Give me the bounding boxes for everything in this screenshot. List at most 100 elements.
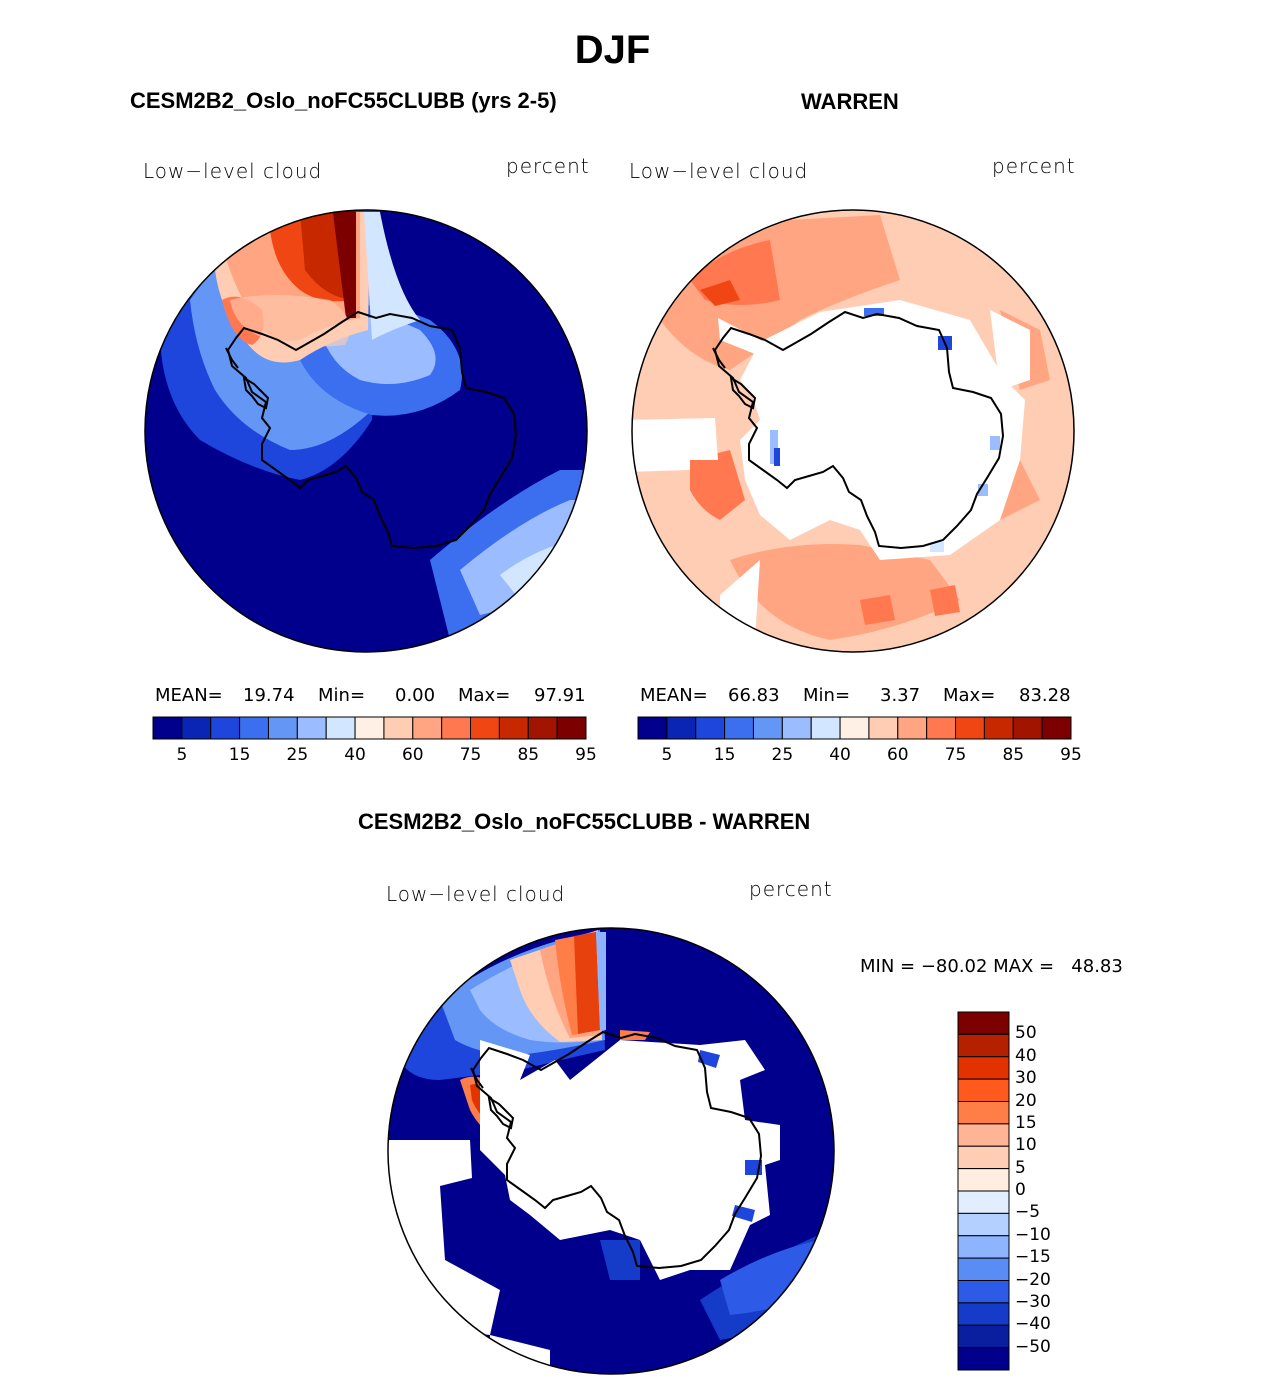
colorbar-difference-tick-label: 20 (1015, 1090, 1037, 1111)
colorbar-difference-swatch (957, 1101, 1010, 1125)
panel-1-max-label: Max= (458, 685, 511, 706)
panel-3-variable-label: Low−level cloud (386, 882, 566, 906)
panel-1-min-label: Min= (318, 685, 366, 706)
colorbar-warren-tick-label: 5 (661, 745, 673, 765)
colorbar-model-swatch (470, 716, 500, 740)
colorbar-difference-swatch (957, 1190, 1010, 1214)
panel-1-title: CESM2B2_Oslo_noFC55CLUBB (yrs 2-5) (130, 88, 557, 113)
map-difference (388, 928, 834, 1374)
colorbar-warren-swatch (1012, 716, 1043, 740)
colorbar-warren-swatch (695, 716, 726, 740)
colorbar-model-tick-label: 85 (517, 745, 540, 765)
colorbar-difference-tick-label: 50 (1015, 1023, 1037, 1044)
colorbar-model-tick-label: 60 (401, 745, 424, 765)
colorbar-model-tick-label: 40 (344, 745, 366, 765)
colorbar-model-swatch (383, 716, 414, 740)
colorbar-model-swatch (296, 716, 327, 740)
colorbar-warren-tick-label: 95 (1060, 745, 1082, 765)
colorbar-warren-swatch (955, 716, 985, 740)
panel-2-units-label: percent (992, 154, 1076, 178)
colorbar-model-tick-label: 95 (575, 745, 597, 765)
colorbar-difference-swatch (957, 1347, 1010, 1371)
colorbar-difference-swatch (957, 1212, 1010, 1237)
panel-2-mean-value: 66.83 (728, 685, 780, 706)
colorbar-model-tick-label: 75 (459, 745, 482, 765)
colorbar-warren-swatch (724, 716, 754, 740)
colorbar-difference-tick-label: 10 (1015, 1135, 1037, 1156)
colorbar-difference-swatch (957, 1257, 1010, 1281)
colorbar-warren-swatch (983, 716, 1014, 740)
panel-1-mean-label: MEAN= (155, 685, 223, 706)
panel-1-mean-value: 19.74 (243, 685, 295, 706)
colorbar-difference-swatch (957, 1145, 1010, 1170)
colorbar-warren-tick-label: 15 (713, 745, 736, 765)
colorbar-model-swatch (325, 716, 356, 740)
colorbar-difference-swatch (957, 1123, 1010, 1147)
colorbar-model-swatch (412, 716, 443, 740)
colorbar-difference-tick-label: −40 (1015, 1314, 1051, 1335)
colorbar-model-swatch (152, 716, 183, 740)
colorbar-model-swatch (239, 716, 269, 740)
colorbar-difference-swatch (957, 1280, 1010, 1304)
colorbar-warren-swatch (752, 716, 783, 740)
colorbar-difference-tick-label: −15 (1015, 1247, 1051, 1268)
colorbar-difference-swatch (957, 1168, 1010, 1192)
panel-2-title: WARREN (801, 89, 899, 114)
map-model (145, 210, 587, 652)
panel-1-min-value: 0.00 (395, 685, 436, 706)
colorbar-difference-tick-label: 15 (1015, 1112, 1037, 1133)
colorbar-warren-swatch (1041, 716, 1072, 740)
colorbar-warren-tick-label: 60 (886, 745, 909, 765)
colorbar-difference-swatch (957, 1302, 1010, 1326)
colorbar-difference-swatch (957, 1324, 1010, 1349)
colorbar-difference-tick-label: −5 (1015, 1202, 1041, 1223)
colorbar-model-swatch (556, 716, 587, 740)
map-difference-border (387, 927, 835, 1375)
colorbar-warren-swatch (666, 716, 697, 740)
panel-2-max-label: Max= (943, 685, 996, 706)
colorbar-warren-swatch (839, 716, 870, 740)
colorbar-model (152, 716, 587, 740)
colorbar-difference-tick-label: 0 (1015, 1180, 1026, 1200)
colorbar-difference (957, 1011, 1010, 1371)
map-model-border (144, 209, 588, 653)
colorbar-model-swatch (527, 716, 558, 740)
colorbar-difference-tick-label: 5 (1015, 1157, 1026, 1178)
panel-2-mean-label: MEAN= (640, 685, 708, 706)
panel-2-min-value: 3.37 (880, 685, 921, 706)
colorbar-warren-swatch (781, 716, 812, 740)
colorbar-warren-tick-label: 25 (771, 745, 794, 765)
panel-2-max-value: 83.28 (1019, 685, 1071, 706)
colorbar-model-swatch (354, 716, 385, 740)
colorbar-model-tick-label: 25 (286, 745, 309, 765)
figure-title: DJF (574, 28, 651, 72)
colorbar-model-swatch (267, 716, 298, 740)
colorbar-warren-tick-label: 85 (1002, 745, 1025, 765)
colorbar-difference-tick-label: −20 (1015, 1269, 1051, 1290)
colorbar-warren-tick-label: 75 (944, 745, 967, 765)
panel-3-stats: MIN = −80.02 MAX = 48.83 (860, 956, 1123, 977)
colorbar-difference-tick-label: −30 (1015, 1291, 1051, 1312)
colorbar-difference-tick-label: −50 (1015, 1336, 1051, 1357)
colorbar-model-swatch (498, 716, 529, 740)
colorbar-warren-tick-label: 40 (829, 745, 851, 765)
colorbar-warren-swatch (897, 716, 928, 740)
colorbar-model-tick-label: 15 (228, 745, 251, 765)
colorbar-difference-swatch (957, 1078, 1010, 1102)
colorbar-difference-tick-label: −10 (1015, 1224, 1051, 1245)
colorbar-difference-tick-label: 40 (1015, 1045, 1037, 1066)
panel-3-units-label: percent (749, 877, 833, 901)
colorbar-difference-swatch (957, 1011, 1010, 1035)
antarctic-peninsula-a (225, 347, 270, 410)
antarctic-peninsula-b (712, 347, 757, 410)
colorbar-difference-swatch (957, 1235, 1010, 1259)
colorbar-model-tick-label: 5 (176, 745, 188, 765)
panel-1-variable-label: Low−level cloud (143, 159, 323, 183)
panel-1-max-value: 97.91 (534, 685, 586, 706)
map-warren-border (631, 209, 1075, 653)
colorbar-difference-tick-label: 30 (1015, 1068, 1037, 1089)
panel-1-units-label: percent (506, 154, 590, 178)
colorbar-model-swatch (210, 716, 241, 740)
colorbar-difference-swatch (957, 1056, 1010, 1080)
